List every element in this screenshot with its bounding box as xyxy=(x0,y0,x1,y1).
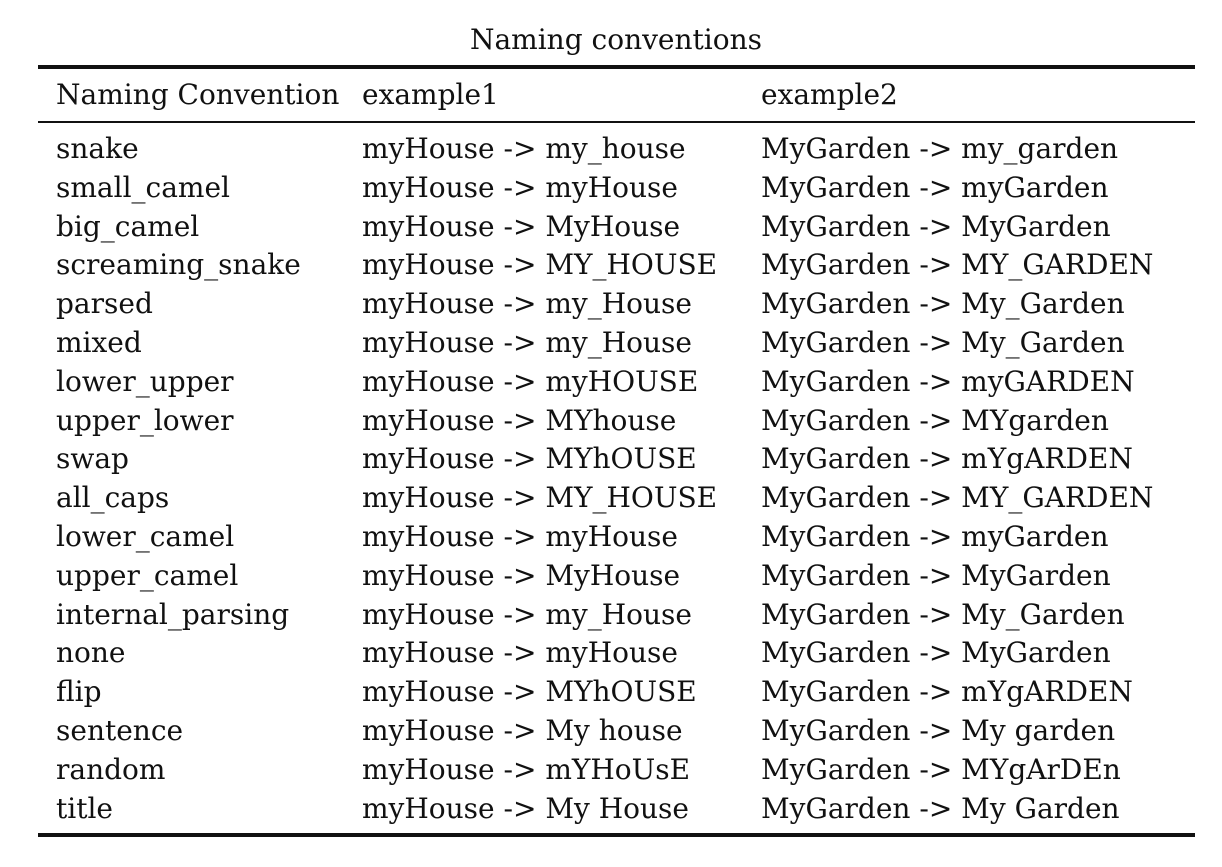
table-row: big_camel myHouse -> MyHouse MyGarden -> M… xyxy=(0,208,1222,247)
table-row: sentence myHouse -> My house MyGarden -> M… xyxy=(0,712,1222,751)
table-top-rule xyxy=(38,65,1195,69)
table-row: parsed myHouse -> my_House MyGarden -> My_… xyxy=(0,285,1222,324)
table-row: upper_lower myHouse -> MYhouse MyGarden ->… xyxy=(0,402,1222,441)
example1-cell: myHouse -> myHOUSE xyxy=(362,364,699,398)
example1-cell: myHouse -> MyHouse xyxy=(362,209,681,243)
table-header-rule xyxy=(38,121,1195,123)
convention-name-cell: none xyxy=(56,636,126,670)
convention-name-cell: snake xyxy=(56,132,139,165)
table-row: all_caps myHouse -> MY_HOUSE MyGarden -> M… xyxy=(0,479,1222,518)
convention-name-cell: parsed xyxy=(56,287,153,321)
table-row: swap myHouse -> MYhOUSE MyGarden -> mYgARD… xyxy=(0,440,1222,479)
convention-name-cell: internal_parsing xyxy=(56,597,290,631)
table-row: upper_camel myHouse -> MyHouse MyGarden ->… xyxy=(0,557,1222,596)
table-header-row: Naming Convention example1 example2 xyxy=(0,74,1222,116)
header-naming-convention: Naming Convention xyxy=(56,78,340,111)
example2-cell: MyGarden -> MyGarden xyxy=(761,558,1111,592)
convention-name-cell: lower_camel xyxy=(56,519,235,553)
example1-cell: myHouse -> MYhouse xyxy=(362,403,677,437)
example1-cell: myHouse -> my_House xyxy=(362,325,692,359)
table-row: title myHouse -> My House MyGarden -> My G… xyxy=(0,790,1222,829)
example2-cell: MyGarden -> My_Garden xyxy=(761,325,1125,359)
table-row: screaming_snake myHouse -> MY_HOUSE MyGard… xyxy=(0,246,1222,285)
convention-name-cell: sentence xyxy=(56,713,184,747)
example1-cell: myHouse -> my_House xyxy=(362,287,692,321)
table-row: flip myHouse -> MYhOUSE MyGarden -> mYgARD… xyxy=(0,673,1222,712)
example1-cell: myHouse -> my_House xyxy=(362,597,692,631)
table-body: snake myHouse -> my_house MyGarden -> my_g… xyxy=(0,130,1222,830)
example2-cell: MyGarden -> MYgarden xyxy=(761,403,1109,437)
table-row: snake myHouse -> my_house MyGarden -> my_g… xyxy=(0,130,1222,169)
example1-cell: myHouse -> MyHouse xyxy=(362,558,681,592)
example2-cell: MyGarden -> MYgArDEn xyxy=(761,752,1121,786)
convention-name-cell: flip xyxy=(56,675,102,709)
example1-cell: myHouse -> myHouse xyxy=(362,170,678,204)
table-caption: Naming conventions xyxy=(469,23,763,56)
convention-name-cell: all_caps xyxy=(56,481,170,515)
table-bottom-rule xyxy=(38,833,1195,837)
table-row: random myHouse -> mYHoUsE MyGarden -> MYgA… xyxy=(0,751,1222,790)
example2-cell: MyGarden -> myGarden xyxy=(761,170,1109,204)
table-row: mixed myHouse -> my_House MyGarden -> My_G… xyxy=(0,324,1222,363)
header-example1: example1 xyxy=(362,78,499,111)
table-row: small_camel myHouse -> myHouse MyGarden ->… xyxy=(0,169,1222,208)
table-row: internal_parsing myHouse -> my_House MyGar… xyxy=(0,596,1222,635)
example1-cell: myHouse -> My House xyxy=(362,791,689,825)
convention-name-cell: mixed xyxy=(56,325,142,359)
convention-name-cell: random xyxy=(56,752,166,786)
example1-cell: myHouse -> myHouse xyxy=(362,519,678,553)
example2-cell: MyGarden -> MyGarden xyxy=(761,209,1111,243)
example2-cell: MyGarden -> myGarden xyxy=(761,519,1109,553)
convention-name-cell: upper_camel xyxy=(56,558,239,592)
example1-cell: myHouse -> my_house xyxy=(362,132,686,165)
example2-cell: MyGarden -> My garden xyxy=(761,713,1116,747)
table-row: lower_camel myHouse -> myHouse MyGarden ->… xyxy=(0,518,1222,557)
example2-cell: MyGarden -> MyGarden xyxy=(761,636,1111,670)
example1-cell: myHouse -> MYhOUSE xyxy=(362,442,697,476)
example1-cell: myHouse -> mYHoUsE xyxy=(362,752,691,786)
header-example2: example2 xyxy=(761,78,898,111)
example2-cell: MyGarden -> mYgARDEN xyxy=(761,675,1133,709)
example1-cell: myHouse -> MYhOUSE xyxy=(362,675,697,709)
convention-name-cell: small_camel xyxy=(56,170,230,204)
convention-name-cell: title xyxy=(56,791,113,825)
example2-cell: MyGarden -> MY_GARDEN xyxy=(761,248,1154,282)
example2-cell: MyGarden -> myGARDEN xyxy=(761,364,1135,398)
table-row: lower_upper myHouse -> myHOUSE MyGarden ->… xyxy=(0,363,1222,402)
example1-cell: myHouse -> MY_HOUSE xyxy=(362,248,718,282)
example1-cell: myHouse -> myHouse xyxy=(362,636,678,670)
example2-cell: MyGarden -> My Garden xyxy=(761,791,1120,825)
convention-name-cell: swap xyxy=(56,442,129,476)
table-row: none myHouse -> myHouse MyGarden -> MyGard… xyxy=(0,634,1222,673)
example1-cell: myHouse -> MY_HOUSE xyxy=(362,481,718,515)
example2-cell: MyGarden -> My_Garden xyxy=(761,597,1125,631)
convention-name-cell: screaming_snake xyxy=(56,248,301,282)
example2-cell: MyGarden -> my_garden xyxy=(761,132,1119,165)
example2-cell: MyGarden -> MY_GARDEN xyxy=(761,481,1154,515)
convention-name-cell: upper_lower xyxy=(56,403,234,437)
example1-cell: myHouse -> My house xyxy=(362,713,683,747)
example2-cell: MyGarden -> mYgARDEN xyxy=(761,442,1133,476)
convention-name-cell: lower_upper xyxy=(56,364,234,398)
convention-name-cell: big_camel xyxy=(56,209,200,243)
example2-cell: MyGarden -> My_Garden xyxy=(761,287,1125,321)
